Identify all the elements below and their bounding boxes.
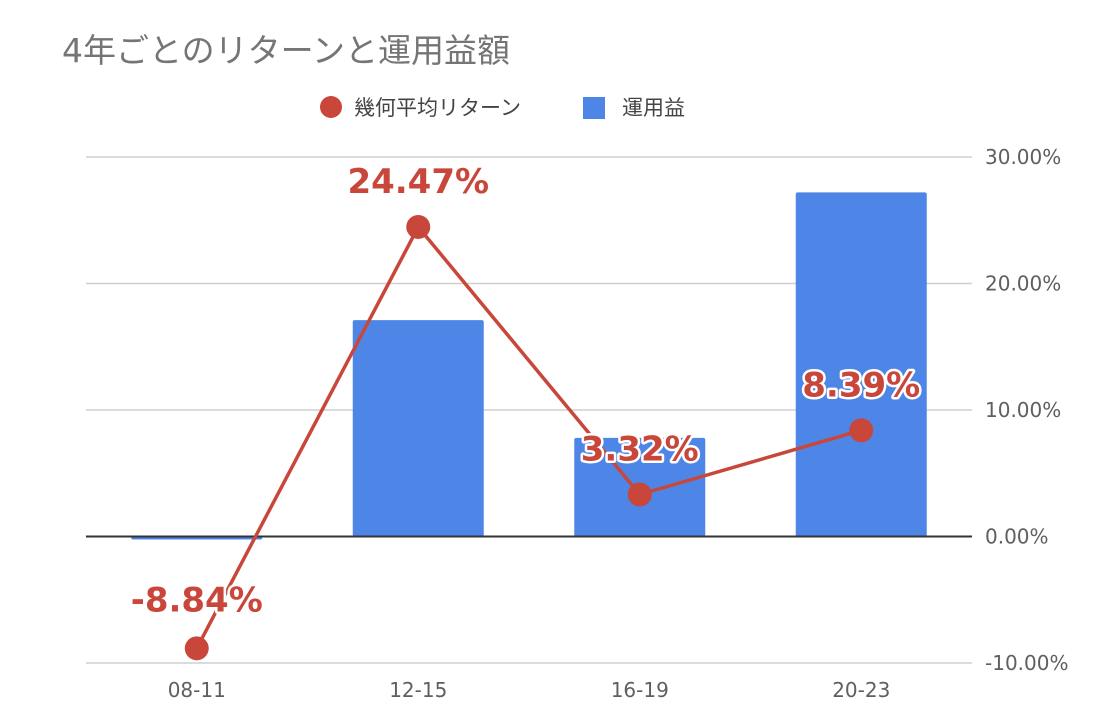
x-tick-label: 16-19 xyxy=(611,678,669,702)
y-axis-right: 30.00% 20.00% 10.00% 0.00% -10.00% xyxy=(985,145,1068,675)
return-data-label: 3.32% xyxy=(581,430,699,470)
profit-bar xyxy=(795,192,927,537)
profit-bar xyxy=(352,320,484,537)
y-tick-label: 20.00% xyxy=(985,272,1061,296)
x-axis: 08-11 12-15 16-19 20-23 xyxy=(168,678,891,702)
legend-line-marker xyxy=(320,96,342,118)
legend: 幾何平均リターン 運用益 xyxy=(320,96,685,120)
return-data-label: -8.84% xyxy=(131,580,263,620)
return-point xyxy=(849,418,874,443)
legend-bar-marker xyxy=(583,97,605,119)
return-point xyxy=(406,214,431,239)
return-line xyxy=(184,214,874,661)
y-tick-label: -10.00% xyxy=(985,651,1068,675)
data-labels: -8.84% 24.47% 3.32% 8.39% xyxy=(128,159,923,622)
x-tick-label: 12-15 xyxy=(389,678,447,702)
x-tick-label: 20-23 xyxy=(832,678,890,702)
return-line-path xyxy=(195,225,862,650)
return-point xyxy=(184,636,209,661)
y-tick-label: 10.00% xyxy=(985,398,1061,422)
y-tick-label: 30.00% xyxy=(985,145,1061,169)
chart-title: 4年ごとのリターンと運用益額 xyxy=(62,31,510,70)
return-data-label: 8.39% xyxy=(802,365,920,405)
legend-label-profit: 運用益 xyxy=(622,96,685,120)
return-point xyxy=(627,482,652,507)
x-tick-label: 08-11 xyxy=(168,678,226,702)
y-tick-label: 0.00% xyxy=(985,525,1049,549)
return-data-label: 24.47% xyxy=(347,162,489,202)
legend-label-return: 幾何平均リターン xyxy=(354,96,521,120)
